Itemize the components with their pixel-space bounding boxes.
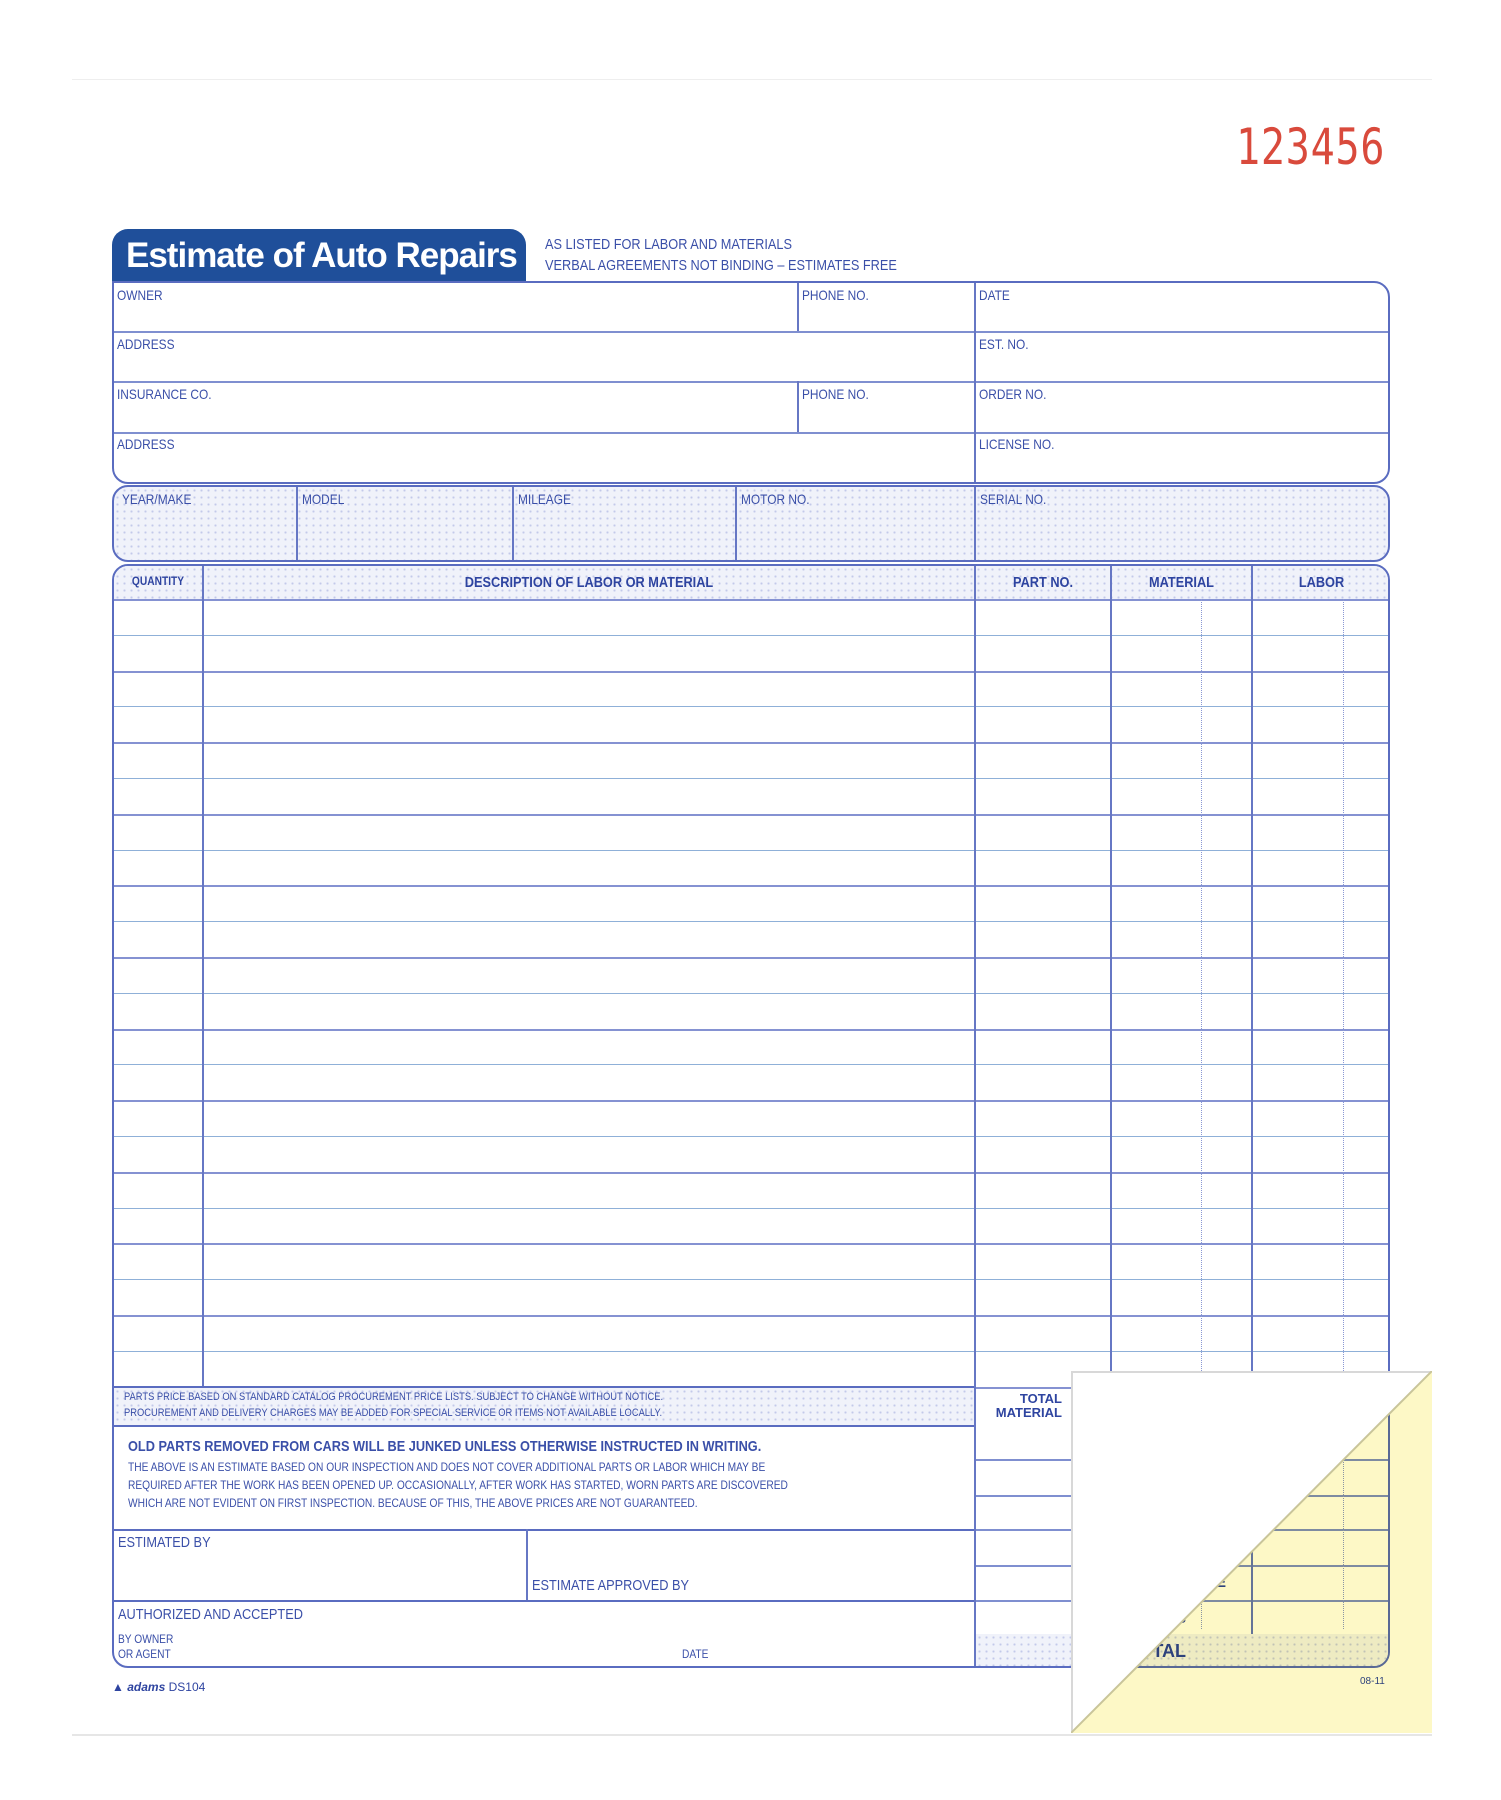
parts-price-note: PARTS PRICE BASED ON STANDARD CATALOG PR… <box>114 1386 974 1427</box>
item-row-line <box>114 742 1388 745</box>
subtitle-line-2: VERBAL AGREEMENTS NOT BINDING – ESTIMATE… <box>545 257 897 274</box>
item-row-line <box>114 1064 1388 1066</box>
address-field[interactable]: ADDRESS <box>117 336 175 352</box>
total-material-line-1: TOTAL <box>1019 1391 1062 1406</box>
estimated-by-field[interactable]: ESTIMATED BY <box>118 1534 211 1551</box>
disclaimer-line-2: REQUIRED AFTER THE WORK HAS BEEN OPENED … <box>128 1478 788 1492</box>
motor-no-field[interactable]: MOTOR NO. <box>741 491 810 507</box>
fold-edge <box>1071 1371 1432 1733</box>
old-parts-notice: OLD PARTS REMOVED FROM CARS WILL BE JUNK… <box>128 1438 762 1455</box>
license-no-field[interactable]: LICENSE NO. <box>979 436 1055 452</box>
est-no-field[interactable]: EST. NO. <box>979 336 1029 352</box>
form-code: DS104 <box>168 1680 206 1694</box>
item-row-line <box>114 921 1388 923</box>
total-material-label: TOTAL MATERIAL <box>976 1392 1062 1420</box>
vehicle-info-section: YEAR/MAKE MODEL MILEAGE MOTOR NO. SERIAL… <box>112 485 1390 562</box>
owner-field[interactable]: OWNER <box>117 287 163 303</box>
disclaimer-line-3: WHICH ARE NOT EVIDENT ON FIRST INSPECTIO… <box>128 1496 698 1510</box>
item-row-line <box>114 706 1388 708</box>
serial-no-field[interactable]: SERIAL NO. <box>980 491 1047 507</box>
item-row-line <box>114 1350 1388 1352</box>
mileage-field[interactable]: MILEAGE <box>518 491 571 507</box>
item-row-line <box>114 1315 1388 1317</box>
approved-by-field[interactable]: ESTIMATE APPROVED BY <box>532 1577 690 1594</box>
insurance-field[interactable]: INSURANCE CO. <box>117 386 212 402</box>
items-table: QUANTITY DESCRIPTION OF LABOR OR MATERIA… <box>112 564 1390 1668</box>
item-row-line <box>114 885 1388 888</box>
model-field[interactable]: MODEL <box>302 491 345 507</box>
item-row-line <box>114 1028 1388 1031</box>
signature-date-field[interactable]: DATE <box>682 1647 709 1661</box>
header-material: MATERIAL <box>1149 574 1214 591</box>
authorization-row: AUTHORIZED AND ACCEPTED BY OWNER OR AGEN… <box>114 1602 974 1666</box>
item-row-line <box>114 634 1388 636</box>
item-row-line <box>114 813 1388 816</box>
subtitle-line-1: AS LISTED FOR LABOR AND MATERIALS <box>545 236 793 253</box>
total-material-line-2: MATERIAL <box>995 1405 1062 1420</box>
header-description: DESCRIPTION OF LABOR OR MATERIAL <box>464 574 714 591</box>
insurance-phone-field[interactable]: PHONE NO. <box>802 386 869 402</box>
header-quantity: QUANTITY <box>131 574 185 588</box>
parts-price-line-1: PARTS PRICE BASED ON STANDARD CATALOG PR… <box>124 1391 664 1403</box>
disclaimer-box: OLD PARTS REMOVED FROM CARS WILL BE JUNK… <box>114 1425 974 1531</box>
insurance-address-field[interactable]: ADDRESS <box>117 436 175 452</box>
item-row-line <box>114 1100 1388 1103</box>
phone-field[interactable]: PHONE NO. <box>802 287 869 303</box>
brand-name: adams <box>127 1680 166 1694</box>
by-owner-field[interactable]: BY OWNER <box>118 1632 174 1646</box>
item-row-line <box>114 1171 1388 1174</box>
brand-logo: ▲ adams DS104 <box>112 1680 206 1694</box>
item-row-line <box>114 670 1388 673</box>
form-title: Estimate of Auto Repairs <box>112 229 526 281</box>
disclaimer-line-1: THE ABOVE IS AN ESTIMATE BASED ON OUR IN… <box>128 1460 766 1474</box>
year-make-field[interactable]: YEAR/MAKE <box>122 491 192 507</box>
item-row-line <box>114 778 1388 779</box>
item-row-line <box>114 849 1388 851</box>
authorized-label: AUTHORIZED AND ACCEPTED <box>118 1606 303 1623</box>
item-row-line <box>114 1279 1388 1281</box>
or-agent-label: OR AGENT <box>118 1647 171 1661</box>
item-row-line <box>114 1136 1388 1137</box>
header-labor: LABOR <box>1298 574 1345 591</box>
item-row-line <box>114 599 1388 601</box>
item-row-line <box>114 1207 1388 1209</box>
parts-price-line-2: PROCUREMENT AND DELIVERY CHARGES MAY BE … <box>124 1407 663 1419</box>
order-no-field[interactable]: ORDER NO. <box>979 386 1047 402</box>
paper-sheet <box>72 79 1432 1736</box>
item-row-line <box>114 957 1388 959</box>
item-row-line <box>114 992 1388 994</box>
customer-info-section: OWNER PHONE NO. DATE ADDRESS EST. NO. IN… <box>112 281 1390 484</box>
item-row-line <box>114 1243 1388 1246</box>
serial-number: 123456 <box>1236 118 1386 176</box>
header-part-no: PART NO. <box>1013 574 1073 591</box>
items-header-row <box>114 566 1388 599</box>
estimate-signature-row: ESTIMATED BY ESTIMATE APPROVED BY <box>114 1529 974 1602</box>
date-field[interactable]: DATE <box>979 287 1010 303</box>
